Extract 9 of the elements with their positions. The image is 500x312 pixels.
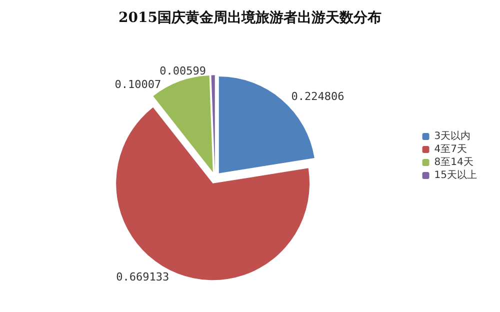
data-label: 0.669133 [116,270,170,284]
legend-label: 8至14天 [434,157,474,168]
chart-title: 2015国庆黄金周出境旅游者出游天数分布 [118,9,382,26]
legend-label: 4至7天 [434,144,468,155]
legend-label: 15天以上 [434,169,478,181]
legend-label: 3天以内 [434,130,471,142]
data-label: 0.224806 [291,90,344,104]
data-label: 0.10007 [114,78,162,92]
data-label: 0.00599 [160,64,206,78]
